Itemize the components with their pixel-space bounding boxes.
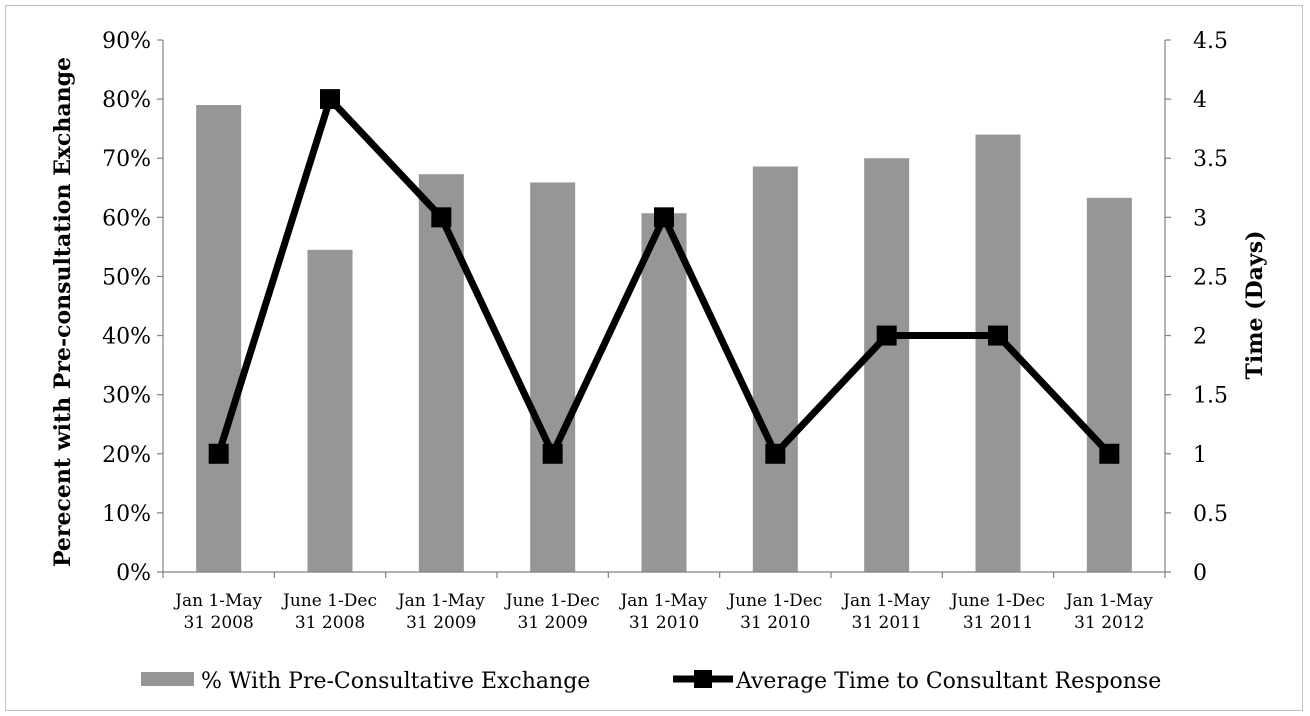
y-tick-label: 40% <box>102 325 151 350</box>
bars-layer <box>196 105 1132 573</box>
x-tick-label: Jan 1-May 31 2012 <box>1064 591 1153 633</box>
bar <box>752 166 798 572</box>
line-point <box>542 443 563 464</box>
bar <box>864 158 910 572</box>
bar <box>641 213 687 572</box>
line-point <box>765 443 786 464</box>
y-tick-label: 80% <box>102 88 151 113</box>
y2-tick-label: 2 <box>1193 325 1207 350</box>
bar <box>196 105 242 573</box>
x-tick-label: June 1-Dec 31 2009 <box>504 591 600 633</box>
y2-tick-label: 0.5 <box>1193 502 1228 527</box>
line-point <box>208 443 229 464</box>
legend-line-label: Average Time to Consultant Response <box>735 669 1161 694</box>
line-point <box>320 89 340 110</box>
y2-tick-label: 4.5 <box>1193 29 1228 54</box>
y2-axis-title: Time (Days) <box>1242 231 1268 380</box>
bar <box>307 249 353 572</box>
x-tick-label: Jan 1-May 31 2011 <box>841 591 930 633</box>
y2-tick-label: 1 <box>1193 443 1207 468</box>
x-tick-label: June 1-Dec 31 2011 <box>949 591 1045 633</box>
y2-tick-label: 4 <box>1193 88 1207 113</box>
legend-line-marker <box>694 670 712 688</box>
y2-tick-label: 2.5 <box>1193 265 1228 290</box>
y2-tick-label: 1.5 <box>1193 384 1228 409</box>
y2-tick-label: 3.5 <box>1193 147 1228 172</box>
y2-tick-label: 3 <box>1193 206 1207 231</box>
y-axis-title: Perecent with Pre-consultation Exchange <box>50 57 76 567</box>
y-tick-label: 20% <box>102 443 151 468</box>
bar <box>418 174 464 572</box>
y-tick-label: 90% <box>102 29 151 54</box>
bar <box>530 182 576 573</box>
line-point <box>654 207 674 228</box>
y-tick-label: 70% <box>102 147 151 172</box>
line-point <box>1099 443 1120 464</box>
legend: % With Pre-Consultative Exchange Average… <box>141 669 1161 694</box>
y2-tick-label: 0 <box>1193 561 1207 586</box>
x-tick-label: Jan 1-May 31 2009 <box>396 591 485 633</box>
x-tick-label: June 1-Dec 31 2008 <box>281 591 377 633</box>
x-tick-label: June 1-Dec 31 2010 <box>726 591 822 633</box>
x-tick-label: Jan 1-May 31 2008 <box>173 591 262 633</box>
line-point <box>876 325 897 346</box>
line-series-layer <box>208 89 1120 464</box>
y-tick-label: 0% <box>116 561 151 586</box>
legend-bar-swatch <box>141 672 194 686</box>
bar <box>1086 197 1132 572</box>
y-tick-label: 50% <box>102 265 151 290</box>
axes-layer: 0% 10% 20% 30% 40% 50% 60% 70% 80% 90% 0 0.5 1 1.5 2 2.… <box>102 29 1228 633</box>
line-point <box>988 325 1008 346</box>
y-tick-label: 30% <box>102 384 151 409</box>
legend-bar-label: % With Pre-Consultative Exchange <box>201 669 590 694</box>
line-point <box>431 207 452 228</box>
x-tick-label: Jan 1-May 31 2010 <box>618 591 707 633</box>
y-tick-label: 60% <box>102 206 151 231</box>
y-tick-label: 10% <box>102 502 151 527</box>
